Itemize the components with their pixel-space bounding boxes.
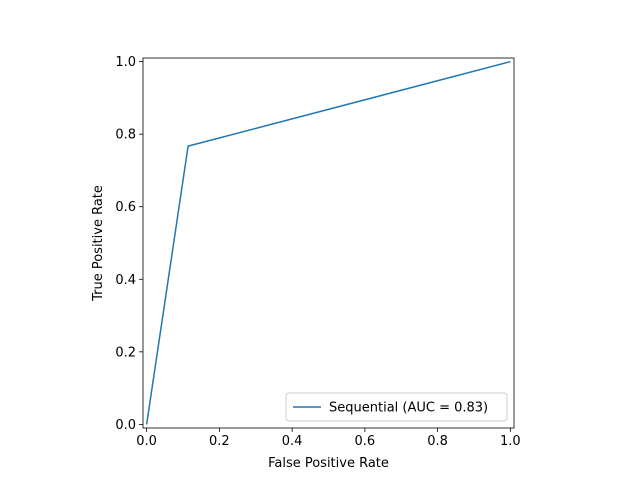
x-axis-ticks: 0.0 0.2 0.4 0.6 0.8 1.0 xyxy=(136,428,521,449)
y-axis-ticks: 0.0 0.2 0.4 0.6 0.8 1.0 xyxy=(115,55,143,433)
x-tick-label: 0.6 xyxy=(355,434,376,449)
y-tick-label: 0.6 xyxy=(115,200,136,215)
x-axis-label: False Positive Rate xyxy=(268,456,389,471)
x-tick-label: 0.0 xyxy=(136,434,157,449)
x-tick-label: 0.8 xyxy=(427,434,448,449)
x-tick-label: 0.4 xyxy=(282,434,303,449)
x-tick-label: 1.0 xyxy=(500,434,521,449)
y-tick-label: 0.2 xyxy=(115,345,136,360)
legend: Sequential (AUC = 0.83) xyxy=(285,392,508,422)
y-tick-label: 0.4 xyxy=(115,273,136,288)
y-tick-label: 0.0 xyxy=(115,418,136,433)
axes-frame xyxy=(142,57,515,429)
y-tick-label: 1.0 xyxy=(115,55,136,70)
y-axis-label: True Positive Rate xyxy=(91,185,106,302)
x-tick-label: 0.2 xyxy=(209,434,230,449)
legend-entry-label: Sequential (AUC = 0.83) xyxy=(329,401,488,416)
y-tick-label: 0.8 xyxy=(115,128,136,143)
legend-box xyxy=(285,392,508,422)
series-layer xyxy=(145,60,511,425)
